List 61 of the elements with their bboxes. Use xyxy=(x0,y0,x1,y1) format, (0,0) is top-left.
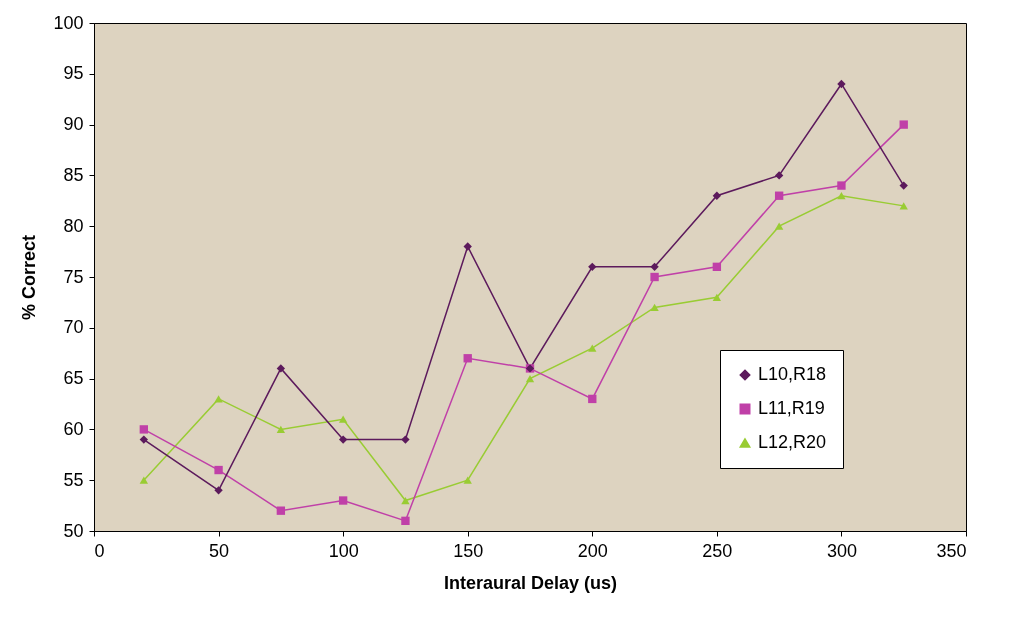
y-tick-label: 55 xyxy=(63,469,84,490)
point xyxy=(588,262,597,272)
point xyxy=(899,120,908,129)
point xyxy=(338,496,348,505)
point xyxy=(899,202,908,210)
x-tick-label: 150 xyxy=(453,540,484,561)
point xyxy=(774,222,784,230)
x-tick-label: 200 xyxy=(577,540,608,561)
point xyxy=(276,425,286,434)
point xyxy=(463,476,472,484)
point xyxy=(338,435,348,444)
point xyxy=(712,191,722,200)
point xyxy=(401,516,410,526)
point xyxy=(712,262,722,272)
x-tick-label: 0 xyxy=(94,540,105,561)
point xyxy=(139,476,149,484)
point xyxy=(837,79,846,89)
point xyxy=(276,506,286,515)
y-tick-label: 65 xyxy=(63,368,84,389)
y-tick-label: 85 xyxy=(63,164,84,185)
point xyxy=(588,344,597,352)
y-axis-title: % Correct xyxy=(19,234,40,321)
point xyxy=(650,272,659,282)
y-tick-label: 60 xyxy=(63,418,84,439)
point xyxy=(401,435,410,444)
point xyxy=(463,242,472,251)
point xyxy=(774,171,784,180)
point xyxy=(650,262,659,272)
point xyxy=(463,354,472,363)
point xyxy=(837,181,846,190)
point xyxy=(525,374,535,383)
point xyxy=(774,191,784,200)
point xyxy=(214,465,223,475)
point xyxy=(139,425,149,434)
legend-label: L12,R20 xyxy=(758,432,827,452)
x-axis-title: Interaural Delay (us) xyxy=(443,572,618,593)
y-tick-label: 75 xyxy=(63,266,84,287)
point xyxy=(899,181,908,190)
y-tick-label: 90 xyxy=(63,114,84,135)
x-tick-label: 50 xyxy=(209,540,230,561)
point xyxy=(650,303,659,312)
x-tick-label: 350 xyxy=(936,540,967,561)
legend-label: L10,R18 xyxy=(758,364,827,384)
point xyxy=(139,435,149,444)
point xyxy=(214,395,223,403)
y-tick-label: 70 xyxy=(63,317,84,338)
x-tick-label: 250 xyxy=(702,540,733,561)
legend-label: L11,R19 xyxy=(758,398,825,418)
point xyxy=(837,192,846,200)
point xyxy=(276,364,286,373)
point xyxy=(712,293,722,301)
y-tick-label: 100 xyxy=(53,12,84,33)
x-tick-label: 100 xyxy=(328,540,359,561)
point xyxy=(401,496,410,505)
point xyxy=(214,486,223,495)
point xyxy=(588,394,597,404)
y-tick-label: 80 xyxy=(63,215,84,236)
y-tick-label: 95 xyxy=(63,63,84,84)
y-tick-label: 50 xyxy=(63,520,84,541)
point xyxy=(338,415,348,423)
x-tick-label: 300 xyxy=(826,540,857,561)
